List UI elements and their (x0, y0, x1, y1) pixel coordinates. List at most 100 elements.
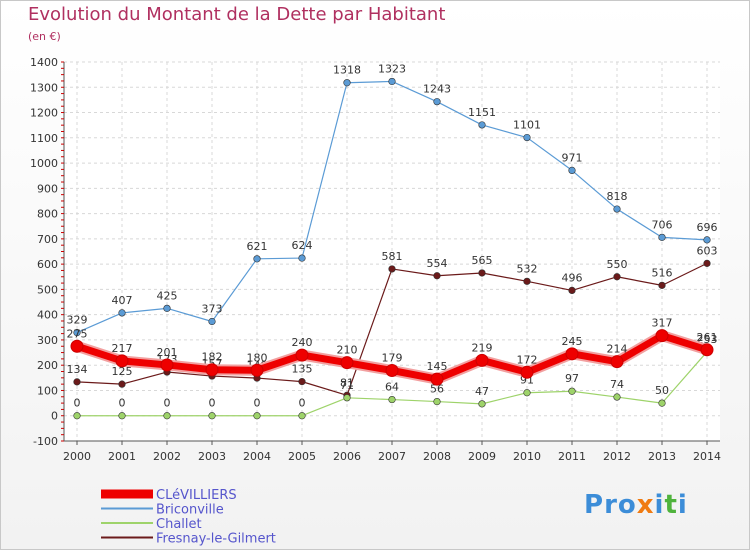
data-label: 1151 (468, 106, 496, 119)
data-label: 554 (427, 257, 448, 270)
x-tick-label: 2002 (153, 450, 181, 463)
data-label: 201 (157, 346, 178, 359)
data-point (299, 255, 306, 262)
data-label: 172 (517, 353, 538, 366)
data-point (344, 79, 351, 86)
data-point (614, 206, 621, 213)
y-tick-label: 900 (37, 182, 58, 195)
data-point (296, 349, 308, 361)
x-tick-label: 2005 (288, 450, 316, 463)
data-point (614, 394, 621, 401)
data-point (341, 357, 353, 369)
data-point (299, 412, 306, 419)
data-point (164, 305, 171, 312)
x-tick-label: 2006 (333, 450, 361, 463)
data-point (476, 354, 488, 366)
data-label: 0 (209, 397, 216, 410)
data-point (434, 98, 441, 105)
data-label: 74 (610, 378, 624, 391)
data-point (119, 381, 126, 388)
data-point (701, 344, 713, 356)
data-label: 214 (607, 343, 628, 356)
data-label: 182 (202, 351, 223, 364)
legend-label: Briconville (156, 503, 224, 518)
data-point (119, 310, 126, 317)
data-label: 245 (562, 335, 583, 348)
data-point (386, 365, 398, 377)
data-label: 621 (247, 240, 268, 253)
x-tick-label: 2001 (108, 450, 136, 463)
y-tick-label: 1200 (30, 107, 58, 120)
data-label: 565 (472, 254, 493, 267)
y-tick-label: 1000 (30, 157, 58, 170)
data-point (299, 378, 306, 385)
data-point (704, 237, 711, 244)
data-point (389, 396, 396, 403)
data-label: 550 (607, 258, 628, 271)
data-label: 1243 (423, 83, 451, 96)
y-tick-label: 1400 (30, 56, 58, 69)
data-point (251, 364, 263, 376)
data-point (569, 388, 576, 395)
data-label: 603 (697, 244, 718, 257)
data-point (524, 134, 531, 141)
data-label: 64 (385, 381, 399, 394)
data-label: 425 (157, 289, 178, 302)
data-point (206, 364, 218, 376)
data-point (611, 356, 623, 368)
data-label: 317 (652, 317, 673, 330)
data-point (74, 412, 81, 419)
data-point (524, 278, 531, 285)
data-point (479, 122, 486, 129)
x-tick-label: 2007 (378, 450, 406, 463)
data-label: 0 (164, 397, 171, 410)
y-tick-label: -100 (33, 435, 58, 448)
x-tick-label: 2009 (468, 450, 496, 463)
data-label: 0 (299, 397, 306, 410)
data-label: 329 (67, 314, 88, 327)
data-label: 134 (67, 363, 88, 376)
data-point (524, 389, 531, 396)
data-label: 71 (340, 379, 354, 392)
data-point (479, 270, 486, 277)
data-point (431, 373, 443, 385)
data-point (659, 234, 666, 241)
data-label: 275 (67, 327, 88, 340)
data-label: 47 (475, 385, 489, 398)
y-tick-label: 1100 (30, 132, 58, 145)
data-point (74, 379, 81, 386)
data-label: 818 (607, 190, 628, 203)
data-point (569, 167, 576, 174)
data-label: 624 (292, 239, 313, 252)
data-point (614, 273, 621, 280)
data-point (254, 412, 261, 419)
data-label: 1101 (513, 119, 541, 132)
data-label: 179 (382, 352, 403, 365)
y-tick-label: 300 (37, 334, 58, 347)
x-tick-label: 2004 (243, 450, 271, 463)
data-label: 581 (382, 250, 403, 263)
data-point (521, 366, 533, 378)
data-point (344, 394, 351, 401)
legend-label: Fresnay-le-Gilmert (156, 532, 276, 547)
data-point (164, 412, 171, 419)
data-point (659, 282, 666, 289)
x-tick-label: 2000 (63, 450, 91, 463)
data-point (434, 272, 441, 279)
data-label: 496 (562, 271, 583, 284)
data-point (389, 266, 396, 273)
y-tick-label: 1300 (30, 81, 58, 94)
data-label: 532 (517, 262, 538, 275)
data-label: 0 (254, 397, 261, 410)
data-label: 516 (652, 266, 673, 279)
data-point (254, 256, 261, 263)
legend-label: Challet (156, 517, 202, 532)
data-label: 1318 (333, 64, 361, 77)
data-label: 219 (472, 341, 493, 354)
data-point (566, 348, 578, 360)
data-label: 1323 (378, 62, 406, 75)
data-label: 0 (119, 397, 126, 410)
data-label: 50 (655, 384, 669, 397)
y-tick-label: 100 (37, 384, 58, 397)
